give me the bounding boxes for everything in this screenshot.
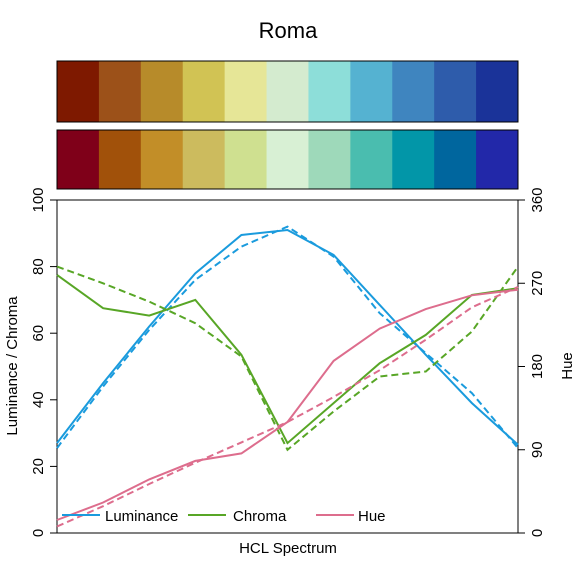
- swatch-bottom-9: [434, 130, 477, 189]
- swatch-top-1: [98, 61, 142, 122]
- right-axis: 0 90 180 270 360: [518, 187, 546, 537]
- luminance-fitted-line: [56, 225, 519, 449]
- chroma-fitted-line: [56, 265, 519, 452]
- legend-label-chroma: Chroma: [233, 508, 287, 525]
- right-tick-label: 90: [529, 441, 546, 458]
- hue-line: [56, 288, 519, 521]
- left-tick-label: 40: [30, 391, 47, 408]
- right-tick-label: 360: [529, 187, 546, 212]
- swatch-bottom-4: [224, 130, 268, 189]
- left-tick-label: 100: [30, 187, 47, 212]
- right-axis-label: Hue: [559, 352, 576, 380]
- left-tick-label: 60: [30, 325, 47, 342]
- legend-label-luminance: Luminance: [105, 508, 178, 525]
- swatch-top-4: [224, 61, 268, 122]
- right-tick-label: 270: [529, 271, 546, 296]
- swatch-strip-bottom: [57, 130, 519, 189]
- left-tick-label: 0: [30, 529, 47, 537]
- swatch-bottom-5: [266, 130, 309, 189]
- legend-label-hue: Hue: [358, 508, 386, 525]
- chart-title: Roma: [259, 18, 318, 43]
- swatch-bottom-10: [476, 130, 519, 189]
- plot-area-frame: [56, 199, 519, 534]
- swatch-top-0: [57, 61, 100, 122]
- swatch-strip-top-frame: [56, 60, 519, 123]
- swatch-top-5: [266, 61, 309, 122]
- series-lines: [56, 225, 519, 528]
- right-tick-label: 0: [529, 529, 546, 537]
- swatch-bottom-3: [182, 130, 226, 189]
- swatch-top-6: [308, 61, 351, 122]
- legend: Luminance Chroma Hue: [62, 508, 386, 525]
- swatch-top-10: [476, 61, 519, 122]
- swatch-top-3: [182, 61, 226, 122]
- swatch-bottom-0: [57, 130, 100, 189]
- luminance-line: [56, 228, 519, 446]
- left-tick-label: 20: [30, 458, 47, 475]
- swatch-bottom-8: [392, 130, 435, 189]
- left-axis: 0 20 40 60 80 100: [30, 187, 57, 537]
- left-tick-label: 80: [30, 258, 47, 275]
- right-tick-label: 180: [529, 354, 546, 379]
- swatch-bottom-7: [350, 130, 393, 189]
- swatch-bottom-1: [98, 130, 142, 189]
- swatch-strip-top: [57, 61, 519, 122]
- swatch-bottom-6: [308, 130, 351, 189]
- left-axis-label: Luminance / Chroma: [4, 296, 21, 436]
- swatch-top-2: [140, 61, 184, 122]
- swatch-strip-bottom-frame: [56, 129, 519, 190]
- x-axis-label: HCL Spectrum: [239, 540, 337, 557]
- chroma-line: [56, 274, 519, 445]
- swatch-top-9: [434, 61, 477, 122]
- swatch-bottom-2: [140, 130, 184, 189]
- swatch-top-8: [392, 61, 435, 122]
- swatch-top-7: [350, 61, 393, 122]
